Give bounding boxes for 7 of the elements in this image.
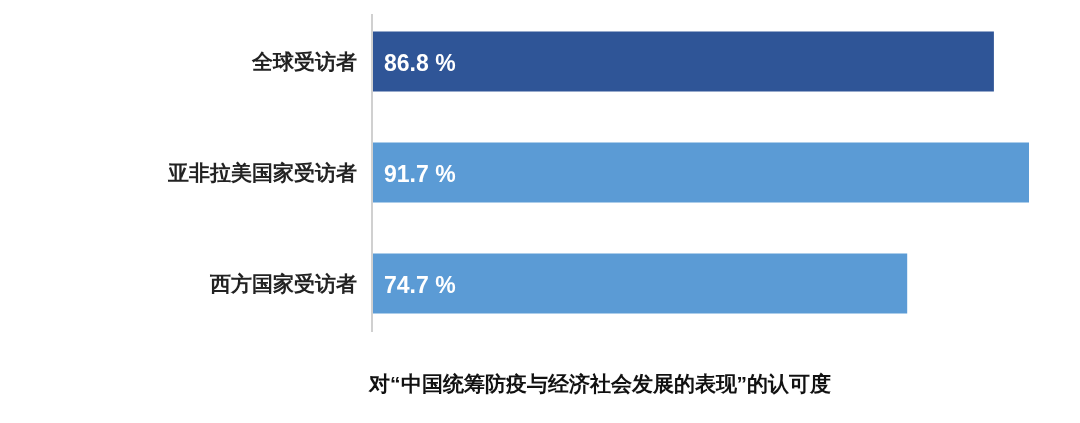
data-label: 86.8 % bbox=[384, 49, 456, 76]
y-tick-label: 西方国家受访者 bbox=[209, 272, 357, 295]
x-axis-title: 对“中国统筹防疫与经济社会发展的表现”的认可度 bbox=[368, 371, 831, 395]
y-tick-label: 全球受访者 bbox=[251, 50, 357, 73]
data-label: 74.7 % bbox=[384, 271, 456, 298]
y-tick-label: 亚非拉美国家受访者 bbox=[167, 161, 357, 184]
data-label: 91.7 % bbox=[384, 160, 456, 187]
